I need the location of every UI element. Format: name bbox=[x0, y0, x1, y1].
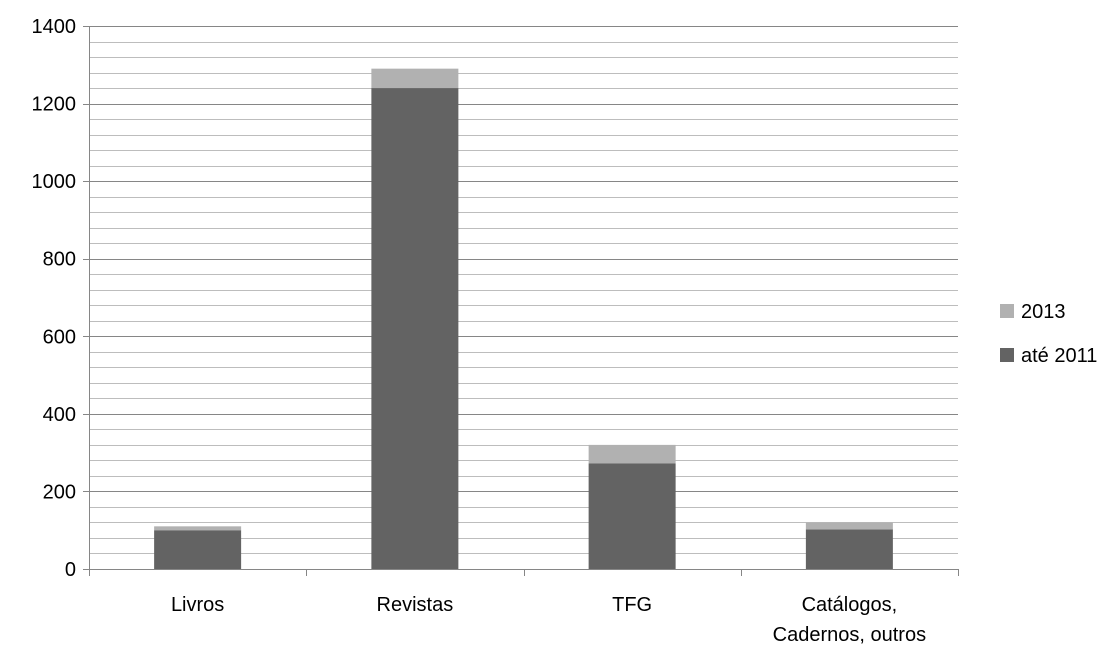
legend-label: até 2011 bbox=[1021, 345, 1097, 367]
legend-swatch bbox=[1000, 348, 1014, 362]
y-tick-label: 600 bbox=[43, 326, 76, 348]
axes bbox=[83, 26, 959, 576]
gridlines bbox=[89, 26, 958, 554]
x-category-label: Catálogos, bbox=[802, 594, 898, 616]
bar-segment-ate-2011 bbox=[588, 463, 676, 569]
y-tick-label: 0 bbox=[65, 559, 76, 581]
legend-label: 2013 bbox=[1021, 301, 1066, 323]
y-tick-label: 1200 bbox=[32, 94, 77, 116]
x-category-label: Revistas bbox=[377, 594, 454, 616]
x-category-label: TFG bbox=[612, 594, 652, 616]
x-category-label: Livros bbox=[171, 594, 224, 616]
bar-segment-2013 bbox=[588, 444, 676, 464]
axis-labels: 0 200 400 600 800 1000 1200 1400 Livros Revistas T… bbox=[32, 16, 927, 646]
y-tick-label: 800 bbox=[43, 249, 76, 271]
legend: 2013 até 2011 bbox=[1000, 301, 1097, 367]
x-category-label: Cadernos, outros bbox=[773, 624, 926, 646]
y-tick-label: 200 bbox=[43, 481, 76, 503]
y-tick-label: 1000 bbox=[32, 171, 77, 193]
legend-swatch bbox=[1000, 304, 1014, 318]
bar-segment-2013 bbox=[805, 522, 893, 530]
y-tick-label: 400 bbox=[43, 404, 76, 426]
y-tick-label: 1400 bbox=[32, 16, 77, 38]
bars bbox=[154, 68, 893, 570]
bar-segment-ate-2011 bbox=[805, 529, 893, 569]
bar-segment-2013 bbox=[371, 68, 459, 89]
bar-segment-ate-2011 bbox=[154, 530, 242, 569]
bar-segment-ate-2011 bbox=[371, 88, 459, 570]
bar-segment-2013 bbox=[154, 526, 242, 531]
